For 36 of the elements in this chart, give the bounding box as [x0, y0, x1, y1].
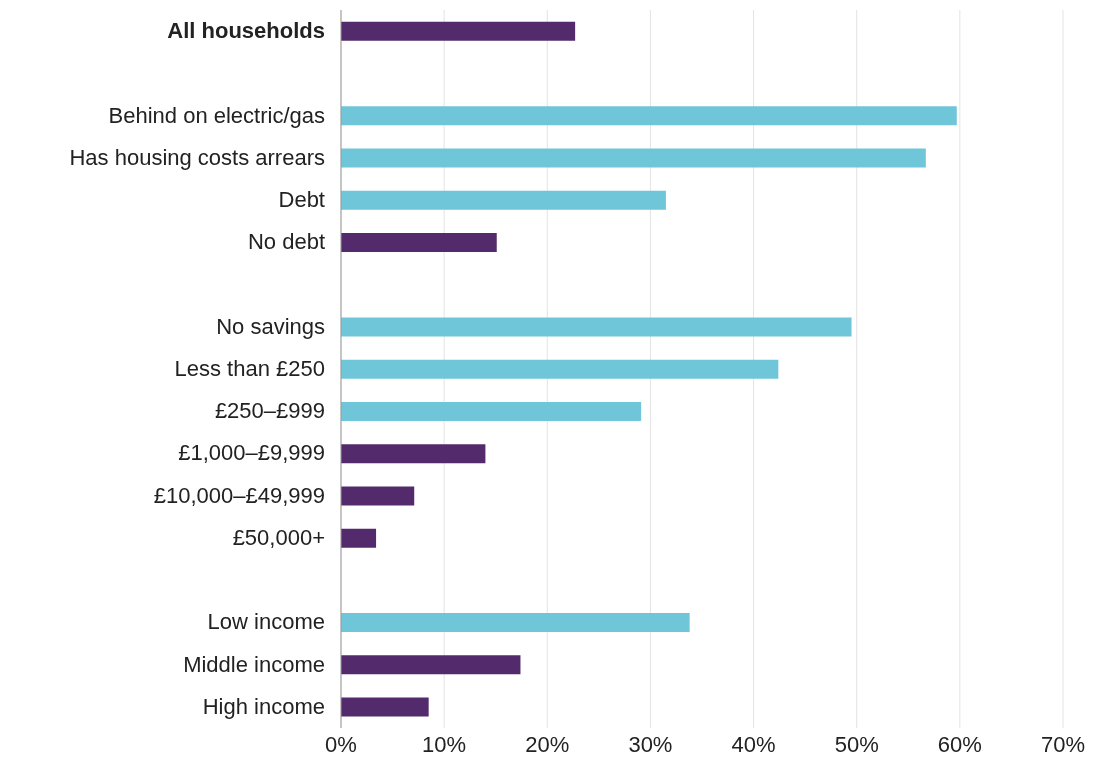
bar	[341, 233, 497, 252]
bar	[341, 106, 957, 126]
x-tick-label: 60%	[937, 731, 982, 757]
y-tick-label: Behind on electric/gas	[108, 102, 325, 128]
bar	[341, 190, 666, 210]
bar	[341, 317, 852, 337]
bar	[341, 613, 690, 633]
bar	[341, 148, 926, 168]
y-tick-label: Low income	[207, 609, 325, 635]
y-tick-label: Debt	[278, 187, 325, 213]
y-tick-label: All households	[167, 18, 325, 44]
y-tick-label: No debt	[247, 229, 325, 255]
x-tick-label: 30%	[628, 731, 673, 757]
bar	[341, 528, 377, 548]
x-tick-label: 20%	[525, 731, 570, 757]
y-tick-label: High income	[202, 693, 325, 719]
x-tick-label: 10%	[422, 731, 467, 757]
y-tick-label: £250–£999	[214, 398, 325, 424]
x-tick-label: 50%	[834, 731, 879, 757]
y-tick-label: Middle income	[183, 651, 325, 677]
x-tick-label: 40%	[731, 731, 776, 757]
bar	[341, 444, 486, 464]
y-tick-label: No savings	[216, 313, 325, 339]
x-tick-label: 0%	[325, 731, 357, 757]
bar	[341, 401, 642, 421]
y-tick-label: Less than £250	[174, 356, 325, 381]
x-tick-label: 70%	[1040, 731, 1086, 757]
y-tick-label: Has housing costs arrears	[69, 144, 325, 170]
bar	[341, 359, 779, 379]
y-tick-label: £50,000+	[232, 524, 325, 550]
bar	[341, 486, 415, 506]
bar	[341, 655, 521, 675]
bar	[341, 697, 429, 717]
y-tick-label: £10,000–£49,999	[153, 482, 325, 508]
bar	[341, 21, 576, 41]
y-tick-label: £1,000–£9,999	[178, 440, 325, 466]
